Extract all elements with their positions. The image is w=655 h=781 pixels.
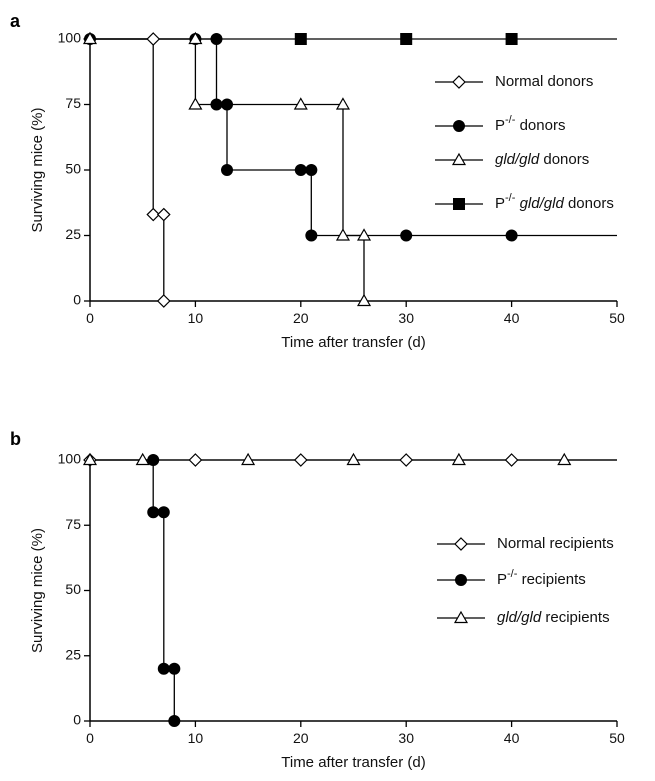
legend-label: gld/gld donors [495, 151, 589, 168]
legend-label: Normal donors [495, 73, 593, 90]
data-point-open-diamond [399, 453, 414, 467]
data-point-filled-circle [305, 229, 318, 242]
data-point-open-triangle [346, 452, 361, 466]
legend-marker-filled-circle [453, 120, 465, 132]
data-point-filled-square [400, 33, 413, 45]
legend-marker-open-triangle [451, 152, 467, 166]
x-tick-label: 40 [504, 730, 520, 746]
legend-entry: P-/- gld/gld donors [435, 192, 614, 212]
data-point-open-triangle [82, 452, 98, 466]
data-point-open-diamond [156, 294, 171, 308]
data-point-open-triangle [135, 452, 150, 466]
x-tick-label: 10 [188, 310, 204, 326]
series-line [90, 38, 617, 237]
y-tick-label: 0 [73, 292, 81, 308]
legend-entry: P-/- donors [435, 114, 565, 134]
y-tick-label: 50 [65, 161, 81, 177]
data-point-open-diamond [146, 207, 161, 222]
data-point-open-diamond [156, 207, 171, 222]
data-point-open-triangle [335, 228, 350, 241]
legend-entry: Normal recipients [437, 535, 614, 552]
chart-panel-a: a 0 10 20 30 40 50 0 25 50 75 100 Time after transfe… [10, 11, 625, 351]
x-axis-label: Time after transfer (d) [281, 754, 425, 771]
y-tick-label: 0 [73, 712, 81, 728]
data-point-open-triangle [293, 97, 308, 110]
legend-label: P-/- gld/gld donors [495, 192, 614, 212]
data-point-open-triangle [241, 452, 256, 466]
series-line [90, 38, 165, 301]
panel-label: a [10, 11, 21, 31]
y-tick-label: 100 [58, 451, 82, 467]
y-axis-label: Surviving mice (%) [29, 528, 46, 653]
legend-marker-filled-circle [455, 574, 467, 586]
x-tick-label: 40 [504, 310, 520, 326]
data-point-open-diamond [188, 453, 203, 467]
y-axis-label: Surviving mice (%) [29, 107, 46, 232]
data-point-filled-circle [210, 33, 223, 45]
legend-marker-open-triangle [453, 610, 469, 624]
x-tick-label: 10 [188, 730, 204, 746]
data-point-filled-circle [221, 98, 234, 111]
y-tick-label: 75 [65, 516, 81, 532]
x-tick-label: 20 [293, 730, 309, 746]
data-point-open-diamond [146, 32, 161, 46]
data-point-filled-circle [305, 164, 318, 176]
legend-entry: gld/gld donors [435, 151, 589, 168]
x-tick-label: 20 [293, 310, 309, 326]
legend-label: Normal recipients [497, 535, 614, 552]
data-point-open-triangle [335, 97, 350, 110]
data-point-open-triangle [451, 452, 466, 466]
legend-label: gld/gld recipients [497, 609, 610, 626]
data-point-filled-square [294, 33, 307, 45]
legend-label: P-/- recipients [497, 568, 586, 588]
legend-marker-open-diamond [454, 537, 468, 551]
series-line [90, 459, 175, 721]
x-tick-label: 50 [609, 310, 625, 326]
data-point-open-triangle [188, 97, 203, 110]
x-tick-label: 0 [86, 310, 94, 326]
data-point-filled-circle [505, 229, 518, 242]
data-point-filled-circle [157, 506, 170, 519]
y-tick-label: 100 [58, 30, 82, 46]
data-point-open-triangle [357, 293, 372, 307]
data-point-filled-circle [400, 229, 413, 242]
data-point-open-triangle [188, 31, 203, 45]
data-point-filled-circle [294, 164, 307, 176]
x-tick-label: 0 [86, 730, 94, 746]
x-tick-label: 50 [609, 730, 625, 746]
data-point-filled-circle [147, 454, 160, 466]
legend-marker-filled-square [453, 198, 465, 210]
data-point-open-triangle [557, 452, 572, 466]
x-axis-label: Time after transfer (d) [281, 334, 425, 351]
legend-label: P-/- donors [495, 114, 565, 134]
data-point-open-diamond [504, 453, 519, 467]
legend-marker-open-diamond [452, 75, 466, 89]
legend-entry: Normal donors [435, 73, 593, 90]
data-point-filled-circle [221, 164, 234, 176]
y-tick-label: 50 [65, 581, 81, 597]
data-point-open-triangle [357, 228, 372, 241]
data-point-filled-circle [168, 715, 181, 727]
data-point-filled-circle [210, 98, 223, 111]
y-tick-label: 25 [65, 646, 81, 662]
data-point-filled-circle [168, 662, 181, 675]
legend-entry: P-/- recipients [437, 568, 586, 588]
legend-entry: gld/gld recipients [437, 609, 610, 626]
x-tick-label: 30 [398, 310, 414, 326]
panel-label: b [10, 429, 21, 449]
chart-panel-b: b 0 10 20 30 40 50 0 25 50 75 100 Time after transfe… [10, 429, 625, 771]
data-point-open-triangle [82, 31, 98, 45]
y-tick-label: 75 [65, 95, 81, 111]
data-point-filled-circle [157, 662, 170, 675]
x-tick-label: 30 [398, 730, 414, 746]
data-point-filled-circle [147, 506, 160, 519]
data-point-filled-square [505, 33, 518, 45]
y-tick-label: 25 [65, 226, 81, 242]
data-point-open-diamond [293, 453, 308, 467]
